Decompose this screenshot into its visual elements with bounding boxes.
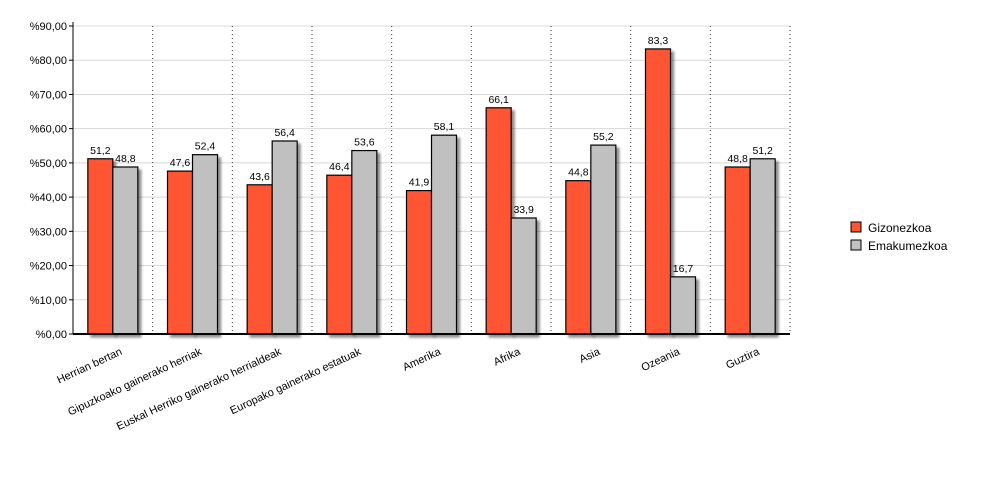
data-label: 43,6 bbox=[249, 171, 270, 183]
bar-emakumezkoa bbox=[749, 158, 776, 335]
x-tick-label: Herrian bertan bbox=[55, 346, 124, 387]
bar-gizonezkoa bbox=[87, 158, 114, 335]
bar-emakumezkoa bbox=[271, 140, 298, 335]
legend-label-gizonezkoa: Gizonezkoa bbox=[868, 221, 932, 235]
bar-gizonezkoa bbox=[485, 107, 512, 335]
data-label: 51,2 bbox=[752, 145, 773, 157]
bar-gizonezkoa bbox=[724, 166, 751, 335]
legend-swatch-emakumezkoa bbox=[850, 239, 862, 251]
data-label: 47,6 bbox=[170, 157, 191, 169]
data-label: 53,6 bbox=[354, 137, 375, 149]
bar-gizonezkoa bbox=[166, 170, 194, 335]
bar-gizonezkoa bbox=[246, 184, 273, 335]
y-tick-label: %20,00 bbox=[30, 261, 67, 273]
y-tick-label: %40,00 bbox=[30, 192, 67, 204]
y-tick-label: %30,00 bbox=[30, 226, 67, 238]
data-label: 66,1 bbox=[488, 94, 509, 106]
data-label: 33,9 bbox=[513, 204, 534, 216]
legend-swatch-gizonezkoa bbox=[850, 221, 862, 233]
y-tick-label: %60,00 bbox=[30, 124, 67, 136]
data-label: 48,8 bbox=[115, 153, 136, 165]
bar-emakumezkoa bbox=[430, 134, 458, 335]
bar-emakumezkoa bbox=[510, 217, 537, 335]
data-label: 58,1 bbox=[434, 121, 455, 133]
data-label: 52,4 bbox=[195, 141, 216, 153]
data-label: 41,9 bbox=[409, 177, 430, 189]
data-label: 44,8 bbox=[568, 167, 589, 179]
y-tick-label: %50,00 bbox=[30, 158, 67, 170]
data-label: 48,8 bbox=[727, 153, 748, 165]
y-tick-label: %90,00 bbox=[30, 21, 67, 33]
x-tick-label: Amerika bbox=[401, 345, 443, 373]
data-label: 83,3 bbox=[648, 35, 669, 47]
bar-emakumezkoa bbox=[191, 154, 219, 335]
data-label: 51,2 bbox=[90, 145, 111, 157]
bar-emakumezkoa bbox=[112, 166, 139, 335]
x-tick-label: Afrika bbox=[492, 345, 523, 368]
bar-gizonezkoa bbox=[326, 174, 353, 335]
bar-emakumezkoa bbox=[590, 144, 617, 335]
bar-gizonezkoa bbox=[644, 48, 672, 335]
legend: Gizonezkoa Emakumezkoa bbox=[850, 221, 948, 253]
y-tick-label: %70,00 bbox=[30, 89, 67, 101]
bar-emakumezkoa bbox=[669, 276, 697, 335]
bars: 51,2 48,8 47,6 52,4 43,6 56,4 46,4 53,6 41,9 58,1… bbox=[87, 35, 776, 335]
data-label: 16,7 bbox=[673, 263, 694, 275]
x-tick-label: Europako gainerako estatuak bbox=[228, 346, 363, 418]
bar-gizonezkoa bbox=[565, 180, 592, 335]
bar-gizonezkoa bbox=[405, 190, 433, 335]
bar-emakumezkoa bbox=[351, 149, 378, 335]
data-label: 55,2 bbox=[593, 131, 614, 143]
x-tick-label: Asia bbox=[578, 345, 603, 365]
x-tick-label: Gipuzkoako gainerako herriak bbox=[66, 346, 204, 419]
y-tick-label: %10,00 bbox=[30, 295, 67, 307]
y-tick-label: %80,00 bbox=[30, 55, 67, 67]
x-tick-label: Ozeania bbox=[640, 345, 683, 374]
data-label: 46,4 bbox=[329, 161, 350, 173]
data-label: 56,4 bbox=[274, 127, 295, 139]
x-tick-label: Guztira bbox=[724, 345, 762, 371]
y-tick-label: %0,00 bbox=[36, 329, 67, 341]
legend-label-emakumezkoa: Emakumezkoa bbox=[868, 239, 948, 253]
